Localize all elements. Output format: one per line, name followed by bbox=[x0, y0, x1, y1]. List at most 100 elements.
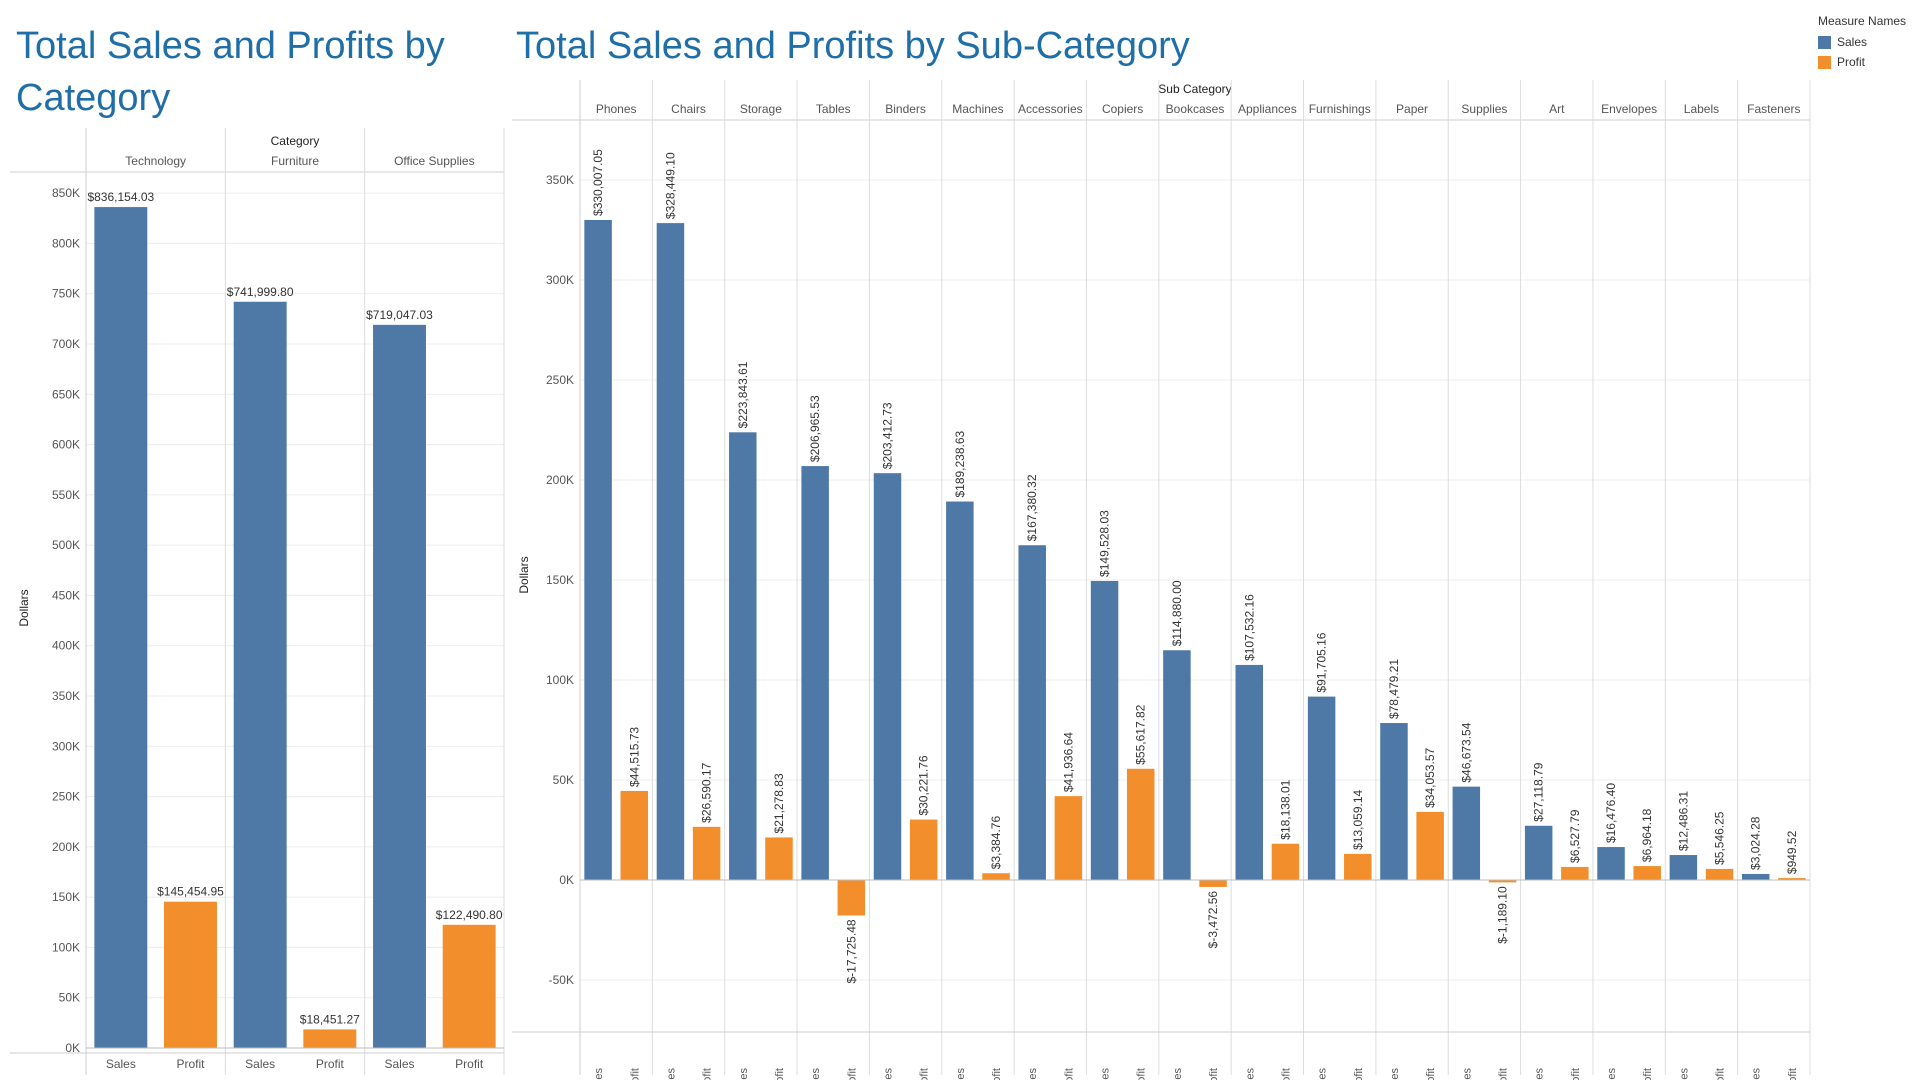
measure-label: Profit bbox=[774, 1068, 786, 1080]
bar-profit-bookcases bbox=[1199, 880, 1227, 887]
measure-label: Sales bbox=[384, 1057, 414, 1071]
measure-label: Profit bbox=[1353, 1068, 1365, 1080]
data-label-profit-tables: $-17,725.48 bbox=[844, 919, 858, 983]
category-label-accessories: Accessories bbox=[1018, 102, 1083, 116]
column-header-title: Sub Category bbox=[1158, 82, 1231, 96]
measure-label: Profit bbox=[702, 1068, 714, 1080]
measure-label: Profit bbox=[846, 1068, 858, 1080]
category-label-binders: Binders bbox=[885, 102, 926, 116]
bar-sales-copiers bbox=[1090, 580, 1119, 880]
bar-sales-technology bbox=[94, 207, 148, 1049]
bar-profit-art bbox=[1561, 866, 1589, 880]
measure-label: Profit bbox=[919, 1068, 931, 1080]
bar-profit-binders bbox=[909, 819, 938, 880]
bar-sales-envelopes bbox=[1597, 847, 1625, 880]
measure-label: Sales bbox=[593, 1068, 605, 1080]
measure-label: Sales bbox=[1751, 1068, 1763, 1080]
chart-title-subcategory: Total Sales and Profits by Sub-Category bbox=[516, 25, 1190, 67]
bar-sales-furniture bbox=[233, 301, 287, 1048]
y-tick-label: 800K bbox=[52, 236, 80, 250]
measure-label: Sales bbox=[1027, 1068, 1039, 1080]
bar-sales-art bbox=[1524, 825, 1553, 880]
bar-sales-storage bbox=[729, 432, 757, 880]
measure-label: Sales bbox=[883, 1068, 895, 1080]
y-tick-label: 450K bbox=[52, 588, 80, 602]
y-axis-label: Dollars bbox=[517, 556, 531, 593]
y-tick-label: 100K bbox=[52, 940, 80, 954]
category-label-chairs: Chairs bbox=[671, 102, 706, 116]
bar-profit-envelopes bbox=[1633, 866, 1661, 880]
y-tick-label: -50K bbox=[549, 973, 574, 987]
category-label-machines: Machines bbox=[952, 102, 1003, 116]
bar-sales-furnishings bbox=[1307, 696, 1336, 880]
chart-title-category: Total Sales and Profits by Category bbox=[16, 25, 445, 119]
bar-profit-storage bbox=[765, 837, 793, 880]
measure-label: Sales bbox=[1606, 1068, 1618, 1080]
y-tick-label: 0K bbox=[65, 1041, 80, 1055]
bar-sales-bookcases bbox=[1163, 650, 1191, 880]
measure-label: Sales bbox=[1317, 1068, 1329, 1080]
bar-profit-fasteners bbox=[1778, 878, 1806, 880]
measure-label: Sales bbox=[955, 1068, 967, 1080]
bar-profit-phones bbox=[620, 790, 649, 880]
y-tick-label: 350K bbox=[52, 689, 80, 703]
data-label-sales-furniture: $741,999.80 bbox=[227, 285, 294, 299]
bar-sales-paper bbox=[1380, 723, 1408, 880]
bar-profit-copiers bbox=[1126, 768, 1155, 880]
measure-label: Sales bbox=[1461, 1068, 1473, 1080]
y-tick-label: 650K bbox=[52, 387, 80, 401]
bar-profit-tables bbox=[837, 880, 866, 916]
bar-sales-labels bbox=[1669, 855, 1698, 880]
data-label-sales-appliances: $107,532.16 bbox=[1242, 594, 1256, 661]
bar-sales-appliances bbox=[1235, 664, 1264, 880]
data-label-profit-fasteners: $949.52 bbox=[1785, 830, 1799, 874]
legend-title: Measure Names bbox=[1818, 14, 1907, 28]
measure-label: Sales bbox=[1389, 1068, 1401, 1080]
bar-profit-paper bbox=[1416, 811, 1444, 880]
bar-profit-furnishings bbox=[1344, 853, 1372, 880]
category-label-bookcases: Bookcases bbox=[1166, 102, 1225, 116]
measure-label: Sales bbox=[1100, 1068, 1112, 1080]
legend-swatch-sales bbox=[1818, 35, 1831, 49]
y-tick-label: 600K bbox=[52, 438, 80, 452]
measure-label: Sales bbox=[810, 1068, 822, 1080]
legend-swatch-profit bbox=[1818, 55, 1831, 69]
y-tick-label: 0K bbox=[559, 873, 574, 887]
bar-sales-supplies bbox=[1452, 786, 1481, 880]
category-label-office-supplies: Office Supplies bbox=[394, 154, 475, 168]
y-tick-label: 50K bbox=[553, 773, 574, 787]
measure-label: Sales bbox=[1534, 1068, 1546, 1080]
data-label-profit-envelopes: $6,964.18 bbox=[1640, 808, 1654, 862]
column-header-title: Category bbox=[271, 134, 320, 148]
data-label-sales-bookcases: $114,880.00 bbox=[1170, 580, 1184, 646]
data-label-profit-chairs: $26,590.17 bbox=[700, 762, 714, 822]
measure-label: Profit bbox=[991, 1068, 1003, 1080]
data-label-sales-paper: $78,479.21 bbox=[1387, 659, 1401, 719]
bar-profit-chairs bbox=[692, 826, 721, 880]
data-label-sales-chairs: $328,449.10 bbox=[663, 152, 677, 219]
legend-label-sales: Sales bbox=[1837, 35, 1868, 49]
data-label-profit-accessories: $41,936.64 bbox=[1061, 732, 1075, 792]
measure-label: Profit bbox=[455, 1057, 484, 1071]
y-tick-label: 700K bbox=[52, 337, 80, 351]
measure-label: Sales bbox=[1678, 1068, 1690, 1080]
legend-item-sales[interactable]: Sales bbox=[1818, 32, 1906, 52]
bar-profit-furniture bbox=[303, 1029, 357, 1048]
data-label-sales-tables: $206,965.53 bbox=[808, 395, 822, 462]
y-tick-label: 750K bbox=[52, 287, 80, 301]
category-label-phones: Phones bbox=[596, 102, 637, 116]
bar-profit-technology bbox=[164, 901, 217, 1048]
measure-label: Profit bbox=[1063, 1068, 1075, 1080]
data-label-profit-appliances: $18,138.01 bbox=[1278, 779, 1292, 839]
measure-label: Sales bbox=[106, 1057, 136, 1071]
data-label-profit-furniture: $18,451.27 bbox=[300, 1012, 360, 1026]
data-label-sales-labels: $12,486.31 bbox=[1676, 791, 1690, 851]
data-label-sales-accessories: $167,380.32 bbox=[1025, 474, 1039, 541]
legend-item-profit[interactable]: Profit bbox=[1818, 52, 1906, 72]
data-label-sales-binders: $203,412.73 bbox=[881, 402, 895, 469]
y-tick-label: 300K bbox=[546, 273, 574, 287]
bar-sales-tables bbox=[801, 466, 829, 880]
y-tick-label: 250K bbox=[546, 373, 574, 387]
bar-profit-machines bbox=[982, 873, 1010, 880]
y-tick-label: 200K bbox=[52, 840, 80, 854]
